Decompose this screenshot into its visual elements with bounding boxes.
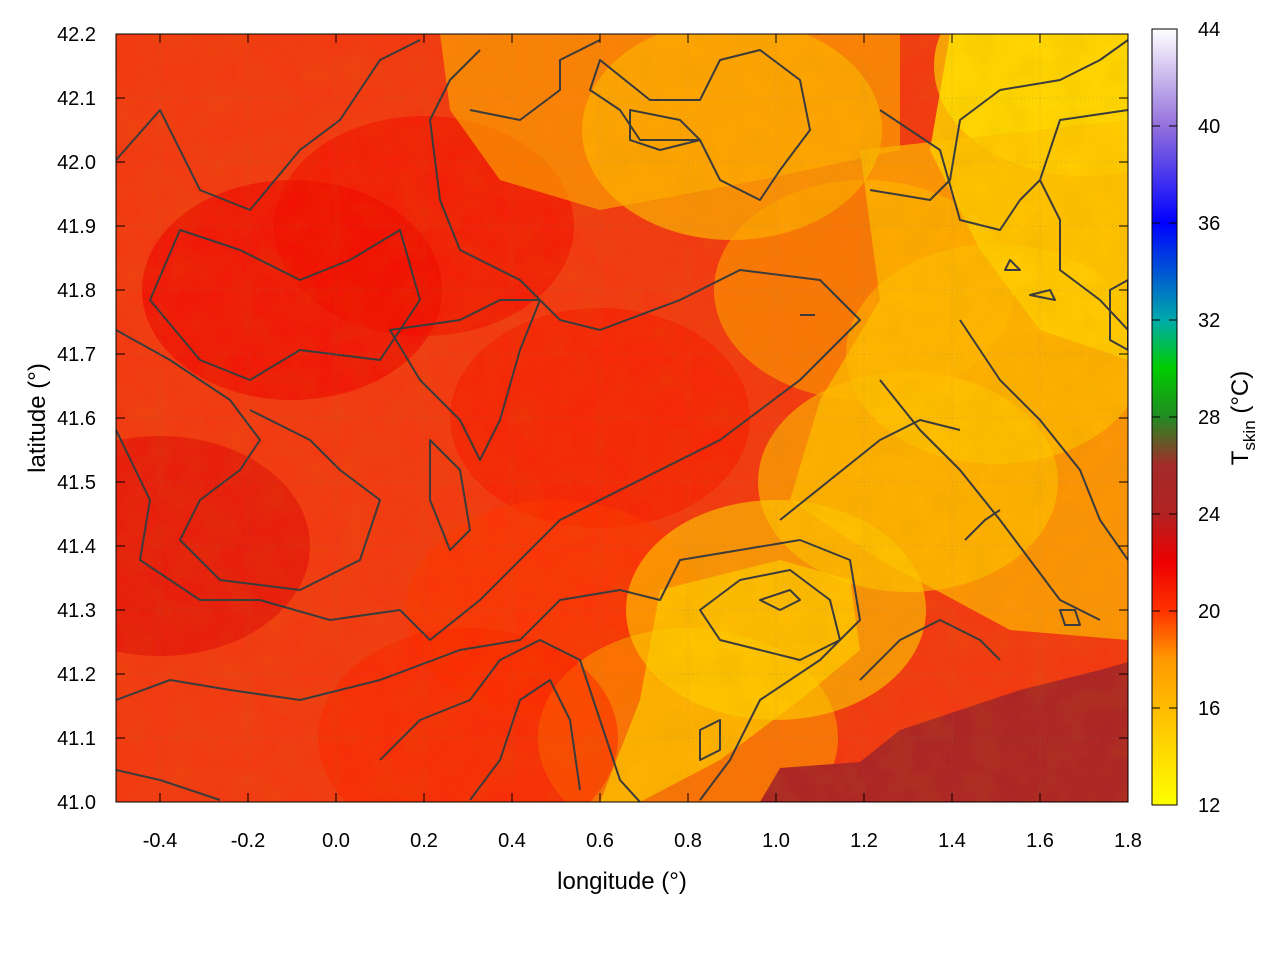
x-tick-label: 0.2: [410, 830, 438, 852]
x-tick-label: 0.4: [498, 830, 526, 852]
isotherm-contour: [1059, 609, 1081, 626]
x-tick-label: -0.4: [143, 830, 177, 852]
x-tick-label: 0.8: [674, 830, 702, 852]
x-axis: -0.4 -0.2 0.0 0.2 0.4 0.6 0.8 1.0 1.2 1.4 1.6 1.8: [143, 34, 1142, 852]
colorbar-label-sub: skin: [1240, 420, 1259, 450]
x-tick-label: 1.4: [938, 830, 966, 852]
isotherm-contour: [759, 589, 801, 611]
plot-area: [116, 34, 1128, 802]
y-tick-label: 42.1: [57, 88, 96, 110]
x-tick-label: 1.6: [1026, 830, 1054, 852]
contour-lines: [116, 39, 1128, 802]
isotherm-contour: [1029, 289, 1056, 301]
x-tick-label: 1.8: [1114, 830, 1142, 852]
y-axis: 41.0 41.1 41.2 41.3 41.4 41.5 41.6 41.7 41.8 41.9…: [57, 24, 1128, 814]
isotherm-contour: [959, 319, 1128, 561]
x-tick-label: 0.0: [322, 830, 350, 852]
x-tick-label: 1.0: [762, 830, 790, 852]
isotherm-contour: [879, 109, 1128, 231]
colorbar-label-unit: (°C): [1227, 371, 1254, 421]
isotherm-contour: [869, 39, 1128, 201]
y-tick-label: 41.5: [57, 472, 96, 494]
y-tick-label: 42.0: [57, 152, 96, 174]
colorbar-ticks: 12 16 20 24 28 32 36 40 44: [1152, 19, 1220, 817]
isotherm-contour: [779, 419, 961, 521]
grid-lines: [116, 34, 1128, 802]
colorbar-tick-label: 36: [1198, 213, 1220, 235]
colorbar-tick-label: 24: [1198, 504, 1220, 526]
isotherm-contour: [699, 569, 841, 661]
colorbar-label-main: T: [1227, 450, 1254, 465]
colorbar-tick-label: 20: [1198, 601, 1220, 623]
isotherm-contour: [699, 719, 721, 761]
y-tick-label: 41.2: [57, 664, 96, 686]
y-tick-label: 42.2: [57, 24, 96, 46]
x-tick-label: 0.6: [586, 830, 614, 852]
isotherm-contour: [116, 329, 381, 591]
isotherm-contour: [1109, 279, 1128, 351]
isotherm-contour: [469, 39, 601, 121]
y-tick-label: 41.9: [57, 216, 96, 238]
colorbar-tick-label: 44: [1198, 19, 1220, 41]
x-tick-label: -0.2: [231, 830, 265, 852]
y-tick-label: 41.8: [57, 280, 96, 302]
isotherm-contour: [629, 109, 701, 151]
y-tick-label: 41.6: [57, 408, 96, 430]
x-tick-label: 1.2: [850, 830, 878, 852]
colorbar-tick-label: 40: [1198, 116, 1220, 138]
isotherm-contour: [589, 49, 811, 201]
isotherm-contour: [149, 229, 421, 381]
isotherm-contour: [116, 539, 861, 801]
colorbar-tick-label: 32: [1198, 310, 1220, 332]
isotherm-contour: [116, 49, 861, 641]
isotherm-contour: [964, 509, 1001, 541]
colorbar-tick-label: 28: [1198, 407, 1220, 429]
isotherm-contour: [469, 679, 581, 801]
y-tick-label: 41.3: [57, 600, 96, 622]
colorbar-tick-label: 16: [1198, 698, 1220, 720]
isotherm-contour: [116, 769, 221, 801]
colorbar: 12 16 20 24 28 32 36 40 44 Tskin (°C): [1151, 19, 1259, 817]
colorbar-tick-label: 12: [1198, 795, 1220, 817]
isotherm-contour: [1004, 259, 1021, 271]
y-tick-label: 41.0: [57, 792, 96, 814]
colorbar-label: Tskin (°C): [1227, 371, 1259, 466]
y-tick-label: 41.4: [57, 536, 96, 558]
isotherm-contour: [116, 39, 421, 211]
isotherm-contour: [429, 439, 471, 551]
x-axis-label: longitude (°): [557, 868, 687, 895]
isotherm-contour: [389, 299, 541, 461]
y-axis-label: latitude (°): [24, 363, 51, 473]
y-tick-label: 41.7: [57, 344, 96, 366]
isotherm-contour: [859, 619, 1001, 681]
isotherm-contour: [379, 639, 641, 802]
isotherm-contour: [879, 379, 1101, 621]
y-tick-label: 41.1: [57, 728, 96, 750]
